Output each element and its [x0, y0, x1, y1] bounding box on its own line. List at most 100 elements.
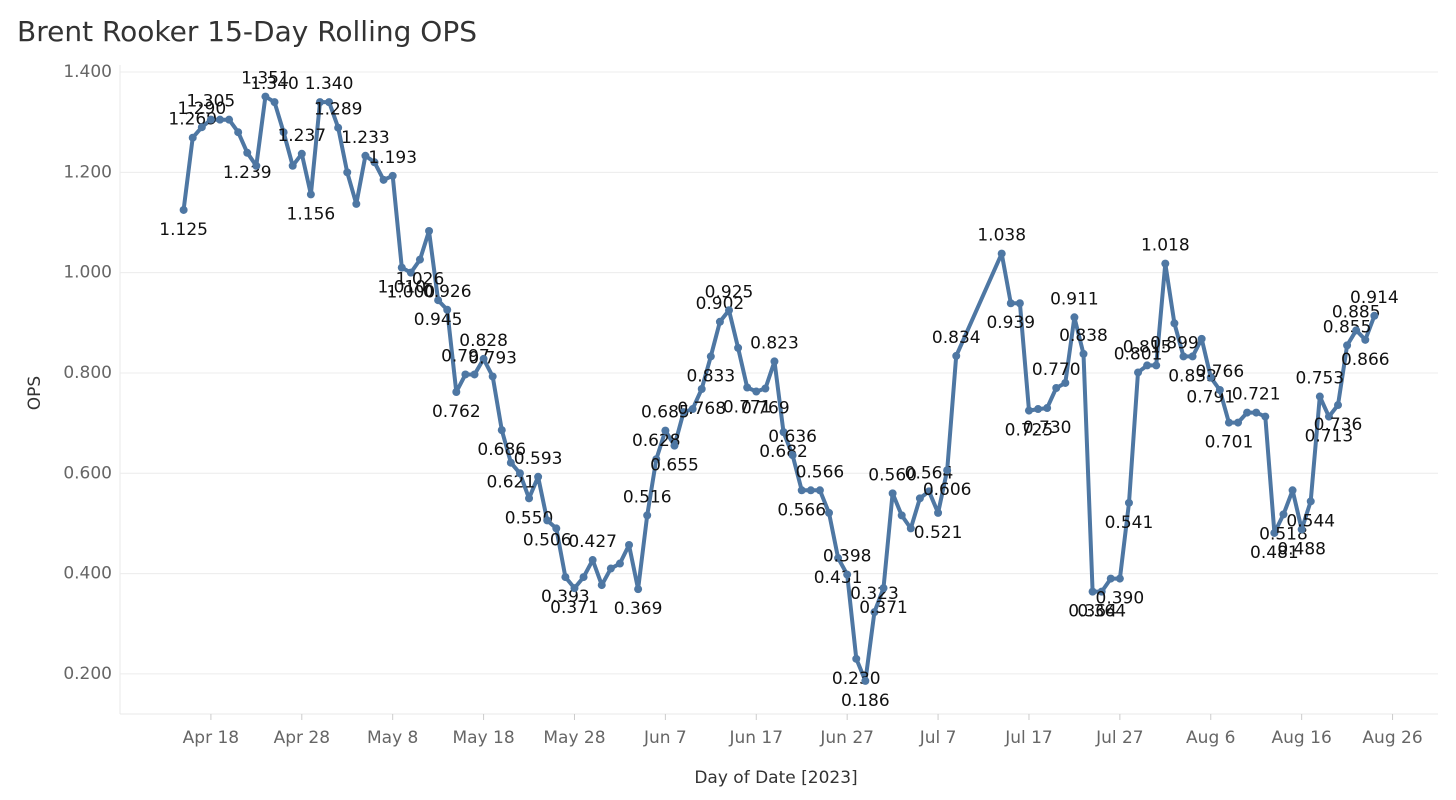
- data-label: 0.541: [1105, 513, 1154, 533]
- data-point: [788, 451, 797, 460]
- data-label: 0.544: [1286, 511, 1335, 531]
- data-point: [288, 161, 297, 170]
- data-point: [506, 458, 515, 467]
- data-label: 0.701: [1205, 433, 1254, 453]
- x-tick-label: Aug 16: [1272, 728, 1332, 748]
- data-label: 0.488: [1277, 539, 1326, 559]
- data-point: [934, 508, 943, 517]
- data-label: 0.518: [1259, 524, 1308, 544]
- x-tick-label: Jun 7: [643, 728, 687, 748]
- data-point: [1261, 412, 1270, 421]
- data-point: [1252, 408, 1261, 417]
- data-point: [1124, 498, 1133, 507]
- data-label: 0.768: [677, 399, 726, 419]
- data-point: [1324, 412, 1333, 421]
- data-label: 0.593: [514, 449, 563, 469]
- data-label: 1.351: [241, 69, 290, 89]
- data-point: [1097, 587, 1106, 596]
- data-point: [488, 372, 497, 381]
- data-point: [870, 608, 879, 617]
- data-label: 0.230: [832, 669, 881, 689]
- data-point: [1361, 335, 1370, 344]
- data-point: [1106, 574, 1115, 583]
- data-point: [261, 92, 270, 101]
- data-point: [479, 354, 488, 363]
- data-label: 0.364: [1068, 602, 1117, 622]
- data-label: 1.340: [305, 74, 354, 94]
- y-axis-title: OPS: [25, 376, 45, 410]
- data-point: [815, 486, 824, 495]
- data-point: [824, 508, 833, 517]
- data-point: [470, 370, 479, 379]
- data-label: 0.564: [905, 463, 954, 483]
- data-point: [697, 384, 706, 393]
- x-tick-label: May 18: [452, 728, 514, 748]
- data-label: 0.823: [750, 333, 799, 353]
- data-label: 0.655: [650, 456, 699, 476]
- data-point: [852, 654, 861, 663]
- data-point: [1370, 311, 1379, 320]
- data-label: 0.914: [1350, 288, 1399, 308]
- data-point: [634, 585, 643, 594]
- data-label: 0.713: [1305, 427, 1354, 447]
- data-point: [252, 161, 261, 170]
- data-point: [425, 227, 434, 236]
- data-point: [1279, 510, 1288, 519]
- data-label: 0.769: [741, 398, 790, 418]
- data-point: [952, 351, 961, 360]
- data-point: [552, 524, 561, 533]
- data-point: [397, 263, 406, 272]
- data-point: [1061, 378, 1070, 387]
- data-point: [1024, 406, 1033, 415]
- data-point: [434, 296, 443, 305]
- data-point: [1043, 404, 1052, 413]
- data-label: 0.481: [1250, 543, 1299, 563]
- data-label: 1.026: [396, 270, 445, 290]
- data-label: 0.801: [1114, 344, 1163, 364]
- data-label: 1.340: [250, 74, 299, 94]
- data-point: [1006, 299, 1015, 308]
- data-point: [1088, 587, 1097, 596]
- data-point: [797, 486, 806, 495]
- data-label: 0.793: [468, 348, 517, 368]
- data-label: 0.186: [841, 691, 890, 711]
- data-label: 0.685: [641, 403, 690, 423]
- data-point: [652, 455, 661, 464]
- data-point: [606, 564, 615, 573]
- data-point: [1134, 368, 1143, 377]
- y-tick-label: 0.200: [63, 664, 112, 684]
- y-tick-label: 1.000: [63, 263, 112, 283]
- data-label: 0.736: [1314, 415, 1363, 435]
- data-label: 0.753: [1295, 369, 1344, 389]
- data-label: 0.398: [823, 547, 872, 567]
- x-tick-label: Aug 6: [1186, 728, 1235, 748]
- y-tick-label: 0.400: [63, 564, 112, 584]
- data-point: [1297, 525, 1306, 534]
- data-point: [1052, 383, 1061, 392]
- data-point: [188, 133, 197, 142]
- data-point: [1179, 352, 1188, 361]
- y-tick-label: 1.400: [63, 62, 112, 82]
- data-label: 0.606: [923, 480, 972, 500]
- data-point: [415, 255, 424, 264]
- data-label: 1.010: [377, 278, 426, 298]
- data-label: 0.566: [777, 500, 826, 520]
- data-label: 0.371: [550, 598, 599, 618]
- data-point: [270, 98, 279, 107]
- data-point: [888, 489, 897, 498]
- data-point: [215, 115, 224, 124]
- data-label: 0.791: [1186, 387, 1235, 407]
- x-tick-label: May 28: [543, 728, 605, 748]
- data-point: [297, 149, 306, 158]
- data-point: [497, 426, 506, 435]
- data-label: 0.815: [1123, 337, 1172, 357]
- data-point: [743, 383, 752, 392]
- data-point: [588, 556, 597, 565]
- data-point: [670, 441, 679, 450]
- data-label: 1.156: [287, 204, 336, 224]
- data-point: [570, 584, 579, 593]
- data-point: [534, 472, 543, 481]
- data-point: [343, 168, 352, 177]
- data-point: [734, 343, 743, 352]
- data-label: 0.899: [1150, 333, 1199, 353]
